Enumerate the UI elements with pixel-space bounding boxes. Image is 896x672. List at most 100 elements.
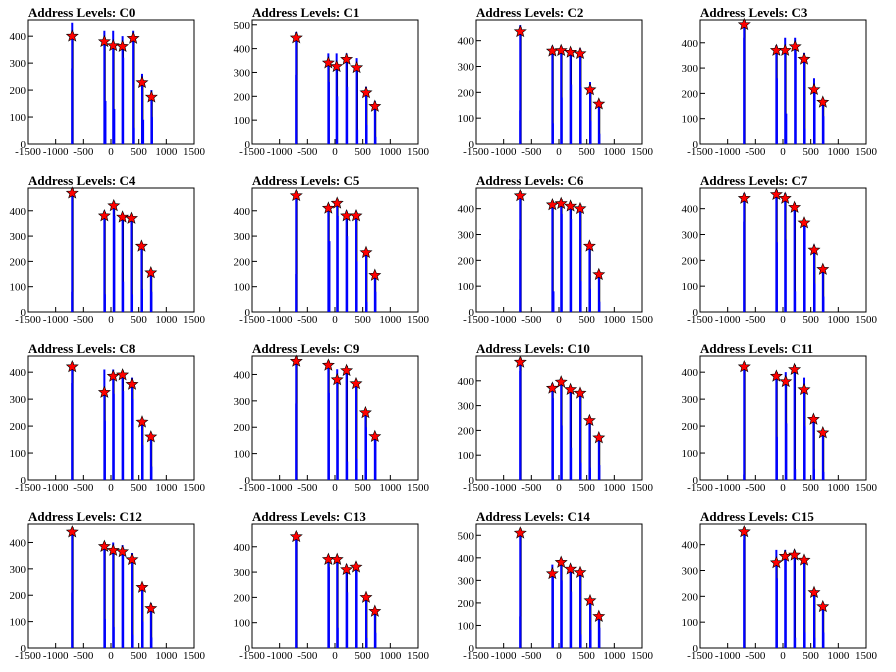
peak-marker-star <box>106 38 120 52</box>
peak-marker-star <box>592 430 606 444</box>
chart-panel-13: Address Levels: C13 0 100 200 300 400 -1500 -10… <box>234 509 430 662</box>
peak-marker-star <box>340 562 354 576</box>
x-tick-label: -1000 <box>267 650 293 662</box>
y-tick-label: 300 <box>458 62 475 74</box>
x-tick-label: -1500 <box>239 146 265 158</box>
x-tick-label: -500 <box>297 146 318 158</box>
y-tick-label: 0 <box>21 307 27 319</box>
plot-frame <box>251 523 419 649</box>
y-tick-label: 300 <box>10 394 27 406</box>
x-tick-label: 500 <box>354 146 371 158</box>
x-tick-label: -500 <box>745 314 766 326</box>
x-tick-label: -500 <box>521 482 542 494</box>
peak-marker-star <box>65 525 79 538</box>
peak-marker-star <box>513 189 527 202</box>
peak-marker-star <box>737 191 751 204</box>
y-tick-label: 500 <box>458 530 475 542</box>
x-tick-label: 1500 <box>631 482 654 494</box>
y-tick-label: 400 <box>458 204 475 216</box>
x-tick-label: 0 <box>108 314 114 326</box>
peak-marker-star <box>106 369 120 382</box>
peak-marker-star <box>126 31 140 44</box>
peak-marker-star <box>359 85 373 99</box>
peak-marker-star <box>769 556 783 569</box>
peak-marker-star <box>788 39 802 53</box>
x-tick-label: -1000 <box>43 482 69 494</box>
y-tick-label: 100 <box>234 449 251 461</box>
chart-panel-11: Address Levels: C11 0 100 200 300 400 -1500 -10… <box>682 341 878 494</box>
y-tick-label: 0 <box>21 139 27 151</box>
x-tick-label: 1500 <box>855 482 878 494</box>
peak-marker-star <box>330 196 344 209</box>
peak-marker-star <box>358 405 372 419</box>
peak-marker-star <box>330 372 344 386</box>
peak-marker-star <box>788 548 802 561</box>
x-tick-label: -1000 <box>43 650 69 662</box>
peak-marker-star <box>778 43 792 56</box>
peak-marker-star <box>816 262 830 275</box>
x-tick-label: 1500 <box>183 146 206 158</box>
peak-marker-star <box>769 187 783 200</box>
y-tick-label: 0 <box>469 643 475 655</box>
x-tick-label: 0 <box>332 314 338 326</box>
peak-marker-star <box>797 52 811 65</box>
x-tick-label: 1500 <box>407 650 430 662</box>
chart-title: Address Levels: C10 <box>476 341 590 356</box>
y-tick-label: 300 <box>10 564 27 576</box>
peak-marker-star <box>582 239 596 252</box>
peak-marker-star <box>797 382 811 396</box>
peak-marker-star <box>135 415 149 428</box>
y-tick-label: 400 <box>234 206 251 218</box>
peak-marker-star <box>289 188 303 202</box>
x-tick-label: 1500 <box>855 314 878 326</box>
x-tick-label: 0 <box>108 650 114 662</box>
y-tick-label: 200 <box>458 255 475 267</box>
x-tick-label: -1000 <box>491 482 517 494</box>
peak-marker-star <box>97 539 111 552</box>
x-tick-label: -1000 <box>715 482 741 494</box>
peak-marker-star <box>564 45 578 58</box>
x-tick-label: 500 <box>802 146 819 158</box>
peak-marker-star <box>359 590 373 603</box>
y-tick-label: 0 <box>21 475 27 487</box>
chart-title: Address Levels: C5 <box>252 173 360 188</box>
peak-marker-star <box>797 216 811 229</box>
peak-marker-star <box>513 355 527 368</box>
peak-marker-star <box>349 208 363 222</box>
x-tick-label: 1000 <box>379 146 402 158</box>
peak-marker-star <box>368 429 382 442</box>
x-tick-label: -1000 <box>267 314 293 326</box>
x-tick-label: 0 <box>332 146 338 158</box>
peak-marker-star <box>582 413 596 426</box>
y-tick-label: 100 <box>458 281 475 293</box>
x-tick-label: 1000 <box>379 482 402 494</box>
peak-marker-star <box>144 90 158 103</box>
peak-marker-star <box>583 593 597 607</box>
peak-marker-star <box>545 381 559 394</box>
x-tick-label: 500 <box>802 650 819 662</box>
peak-marker-star <box>116 210 130 223</box>
x-tick-label: 1000 <box>827 650 850 662</box>
y-tick-label: 400 <box>458 36 475 48</box>
y-tick-label: 100 <box>458 113 475 125</box>
y-tick-label: 100 <box>458 620 475 632</box>
x-tick-label: -500 <box>297 314 318 326</box>
chart-panel-14: Address Levels: C14 0 100 200 300 400 500 -1500… <box>458 509 654 662</box>
x-tick-label: 1000 <box>603 482 626 494</box>
x-tick-label: 0 <box>332 482 338 494</box>
chart-panel-10: Address Levels: C10 0 100 200 300 400 -1500 -10… <box>458 341 654 494</box>
peak-marker-star <box>592 97 606 110</box>
chart-title: Address Levels: C15 <box>700 509 814 524</box>
y-tick-label: 200 <box>682 421 699 433</box>
peak-marker-star <box>513 24 527 38</box>
peak-marker-star <box>554 196 568 210</box>
x-tick-label: 0 <box>780 650 786 662</box>
chart-title: Address Levels: C11 <box>700 341 813 356</box>
chart-panel-6: Address Levels: C6 0 100 200 300 400 -1500 -100… <box>458 173 654 326</box>
peak-marker-star <box>144 601 158 614</box>
plot-frame <box>699 523 867 649</box>
chart-title: Address Levels: C3 <box>700 5 808 20</box>
peak-marker-star <box>816 599 830 613</box>
y-tick-label: 300 <box>682 230 699 242</box>
x-tick-label: -500 <box>73 650 94 662</box>
